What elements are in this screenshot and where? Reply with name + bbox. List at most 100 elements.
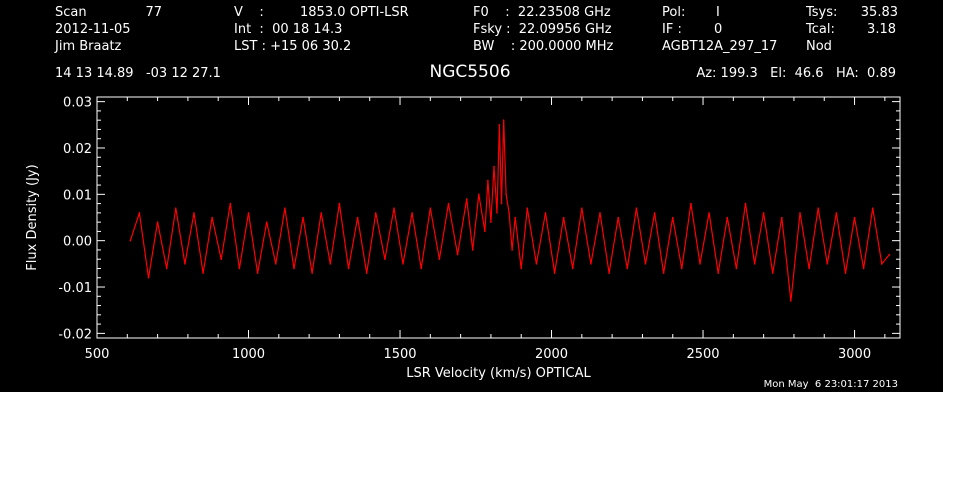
tcal-value: 3.18 [867,22,896,37]
spectrum-point [484,230,486,233]
spectrum-point [411,212,413,214]
spectrum-point [826,263,829,265]
spectrum-point [762,212,765,214]
spectrum-point [511,249,513,251]
spectrum-point [487,179,489,182]
spectrum-point [347,267,350,270]
spectrum-point [617,216,619,219]
observation-date: 2012-11-05 [55,22,131,37]
x-tick-label: 500 [85,347,110,362]
spectrum-point [881,263,883,265]
spectrum-point [799,212,801,214]
spectrum-point [871,207,874,210]
spectrum-point [447,202,450,205]
spectrum-point [581,207,583,210]
spectrum-point [302,216,304,219]
source-name: NGC5506 [429,62,511,82]
integration-time: Int : 00 18 14.3 [234,22,343,37]
spectrum-point [174,207,177,210]
spectrum-plot-panel: Scan 77 2012-11-05 Jim Braatz 14 13 14.8… [0,0,943,392]
y-tick-label: -0.02 [58,327,92,342]
spectrum-point [496,212,498,214]
tcal-label: Tcal: [806,22,835,37]
spectrum-point [735,267,738,270]
spectrum-point [365,272,368,274]
spectrum-point [690,202,692,205]
spectrum-point [129,239,132,242]
spectrum-point [844,272,847,274]
spectrum-point [653,212,656,214]
spectrum-point [184,263,186,265]
sky-frequency: Fsky : 22.09956 GHz [473,22,612,37]
tsys-value: 35.83 [860,5,898,20]
x-axis-label: LSR Velocity (km/s) OPTICAL [406,366,591,381]
spectrum-point [274,263,277,265]
spectrum-point [681,267,683,270]
procedure-type: Nod [806,39,832,54]
x-tick-label: 3000 [838,347,871,362]
spectrum-point [744,202,747,205]
spectrum-point [193,212,195,214]
polarization-label: Pol: [662,5,686,20]
plot-timestamp: Mon May 6 23:01:17 2013 [763,379,898,390]
spectrum-point [165,267,168,270]
y-tick-label: 0.01 [63,188,92,203]
spectrum-point [535,263,538,265]
plot-frame [96,96,901,339]
spectrum-point [471,249,474,251]
velocity-label: V : [234,5,264,20]
spectrum-point [311,272,313,274]
spectrum-point [553,272,556,274]
spectrum-point [374,212,377,214]
spectrum-point [329,263,332,265]
spectrum-point [626,267,629,270]
spectrum-point [708,212,710,214]
y-tick-label: 0.03 [63,96,92,111]
if-value: 0 [714,22,723,37]
spectrum-point [229,202,232,205]
spectrum-point [635,207,638,210]
spectrum-point [699,263,701,265]
x-tick-label: 2000 [535,347,568,362]
spectrum-point [888,253,891,256]
spectrum-point [644,263,647,265]
project-id: AGBT12A_297_17 [662,39,778,54]
spectrum-point [384,258,386,261]
spectrum-point [490,221,492,223]
spectrum-point [320,212,323,214]
spectrum-point [393,207,395,210]
spectrum-point [502,119,505,121]
spectrum-point [790,300,792,302]
spectrum-point [505,193,507,196]
spectrum-point [438,258,441,261]
spectrum-point [526,207,529,210]
bandwidth: BW : 200.0000 MHz [473,39,614,54]
observer-name: Jim Braatz [55,39,122,54]
spectrum-point [808,267,810,270]
spectrum-point [293,267,295,270]
spectrum-point [590,263,592,265]
y-tick-label: -0.01 [58,281,92,296]
y-tick-label: 0.02 [63,142,92,157]
spectrum-point [402,263,404,265]
y-axis-label: Flux Density (Jy) [25,164,40,270]
spectrum-point [356,216,359,219]
spectrum-point [817,207,819,210]
spectrum-point [771,272,774,274]
source-coordinates: 14 13 14.89 -03 12 27.1 [55,66,221,81]
spectrum-point [753,263,756,265]
x-tick-label: 2500 [686,347,719,362]
spectrum-point [493,165,495,168]
spectrum-point [500,202,503,205]
tsys-label: Tsys: [806,5,838,20]
scan-number: 77 [145,5,162,20]
spectrum-point [498,124,501,126]
spectrum-point [520,267,523,270]
spectrum-point [247,212,250,214]
spectrum-point [514,216,516,219]
spectrum-point [726,216,729,219]
spectrum-point [608,272,610,274]
spectrum-line [129,120,890,301]
spectrum-point [544,212,547,214]
spectrum-point [220,258,223,261]
